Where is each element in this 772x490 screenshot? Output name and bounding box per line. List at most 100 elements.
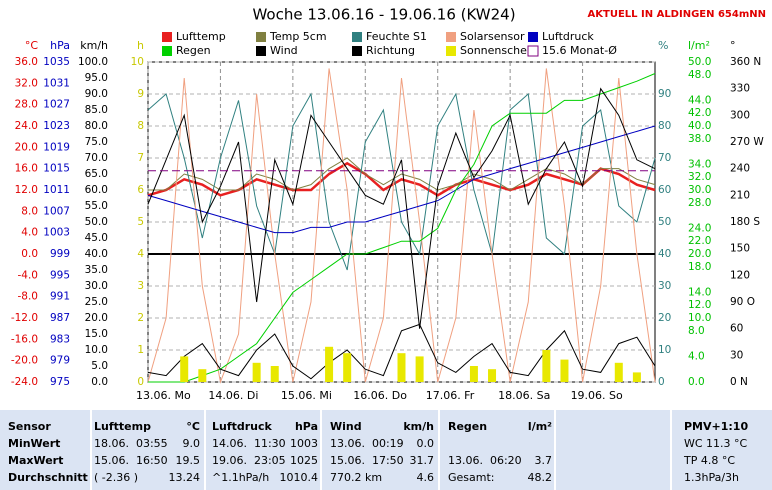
y-tick-label: 999 [50, 248, 70, 260]
y-tick-label: 360 N [730, 56, 761, 68]
x-tick-label: 14.06. Di [208, 389, 258, 402]
table-cell: WC 11.3 °C [684, 437, 748, 450]
series-line [147, 323, 656, 380]
y-tick-label: 60.0 [85, 184, 108, 196]
x-tick-label: 13.06. Mo [136, 389, 191, 402]
series-line [148, 157, 656, 191]
y-tick-label: 24.0 [15, 120, 38, 132]
table-cell: 18.06. 03:55 [94, 437, 168, 450]
table-cell: 15.06. 17:50 [330, 454, 404, 467]
y-tick-label: 210 [730, 189, 750, 201]
y-tick-label: 30.0 [688, 184, 711, 196]
y-tick-label: 6 [137, 184, 144, 196]
column-divider [438, 410, 440, 490]
y-tick-label: 1015 [43, 163, 70, 175]
legend-label: Temp 5cm [269, 30, 327, 43]
y-tick-label: 80 [658, 120, 671, 132]
y-tick-label: 975 [50, 376, 70, 388]
sunshine-bar [632, 372, 641, 382]
legend-label: Lufttemp [176, 30, 226, 43]
y-tick-label: 50 [658, 216, 671, 228]
y-tick-label: 4.0 [21, 227, 38, 239]
table-header: PMV+1:10 [684, 420, 749, 433]
sunshine-bar [180, 356, 189, 382]
y-tick-label: 1027 [43, 99, 70, 111]
y-tick-label: 4 [137, 248, 144, 260]
table-cell: Gesamt: [448, 471, 495, 484]
y-tick-label: 7 [137, 152, 144, 164]
y-tick-label: 70 [658, 152, 671, 164]
y-tick-label: 40.0 [85, 248, 108, 260]
y-tick-label: 300 [730, 109, 750, 121]
x-tick-label: 18.06. Sa [498, 389, 550, 402]
y-tick-label: 15.0 [85, 328, 108, 340]
sunshine-bar [488, 369, 497, 382]
y-tick-label: 30.0 [85, 280, 108, 292]
y-tick-label: 8.0 [688, 325, 705, 337]
y-tick-label: 30 [658, 280, 671, 292]
legend-swatch [162, 32, 172, 42]
x-tick-label: 15.06. Mi [281, 389, 332, 402]
table-cell: TP 4.8 °C [684, 454, 736, 467]
table-header: km/h [403, 420, 434, 433]
table-header: °C [186, 420, 200, 433]
y-tick-label: 1023 [43, 120, 70, 132]
y-tick-label: 983 [50, 333, 70, 345]
y-tick-label: 60 [658, 184, 671, 196]
sunshine-bar [397, 353, 406, 382]
y-tick-label: 16.0 [15, 163, 38, 175]
y-tick-label: 60 [730, 323, 743, 335]
table-header: MinWert [8, 437, 61, 450]
y-tick-label: 1007 [43, 205, 70, 217]
table-cell: 1003 [290, 437, 318, 450]
legend-label: Regen [176, 44, 211, 57]
y-tick-label: 28.0 [688, 197, 711, 209]
y-tick-label: 1011 [43, 184, 70, 196]
table-cell: 13.24 [168, 471, 201, 484]
y-tick-label: 4.0 [688, 350, 705, 362]
y-tick-label: 979 [50, 355, 70, 367]
y-tick-label: 80.0 [85, 120, 108, 132]
sunshine-bar [560, 359, 569, 382]
table-cell: 15.06. 16:50 [94, 454, 168, 467]
y-tick-label: 28.0 [15, 99, 38, 111]
table-cell: 9.0 [182, 437, 201, 450]
y-tick-label: 10.0 [688, 312, 711, 324]
table-cell: 48.2 [527, 471, 553, 484]
y-tick-label: -4.0 [18, 269, 39, 281]
y-tick-label: 240 [730, 163, 750, 175]
column-divider [554, 410, 556, 490]
y-tick-label: 36.0 [15, 56, 38, 68]
sunshine-bar [542, 350, 551, 382]
chart: Woche 13.06.16 - 19.06.16 (KW24) AKTUELL… [11, 6, 766, 403]
chart-title: Woche 13.06.16 - 19.06.16 (KW24) [252, 6, 515, 24]
legend-label: Wind [270, 44, 298, 57]
series-line [147, 161, 656, 197]
y-tick-label: 10 [131, 56, 144, 68]
legend-label: Luftdruck [542, 30, 594, 43]
y-tick-label: 25.0 [85, 296, 108, 308]
sunshine-bar [252, 362, 261, 382]
legend-swatch [162, 46, 172, 56]
legend-label: Richtung [366, 44, 415, 57]
y-tick-label: 40 [658, 248, 671, 260]
y-tick-label: 42.0 [688, 107, 711, 119]
column-divider [320, 410, 322, 490]
legend-swatch [352, 32, 362, 42]
table-cell: 19.06. 23:05 [212, 454, 286, 467]
y-tick-label: 1019 [43, 141, 70, 153]
y-tick-label: 9 [137, 88, 144, 100]
y-tick-label: 18.0 [688, 261, 711, 273]
y-tick-label: 270 W [730, 136, 764, 148]
series-line [147, 87, 656, 329]
x-tick-label: 16.06. Do [353, 389, 407, 402]
y-tick-label: 75.0 [85, 136, 108, 148]
legend-swatch [528, 32, 538, 42]
y-tick-label: 30 [730, 349, 743, 361]
sunshine-bar [614, 362, 623, 382]
y-tick-label: 8.0 [21, 205, 38, 217]
y-tick-label: 20 [658, 312, 671, 324]
y-tick-label: 24.0 [688, 222, 711, 234]
column-divider [670, 410, 672, 490]
y-tick-label: 65.0 [85, 168, 108, 180]
